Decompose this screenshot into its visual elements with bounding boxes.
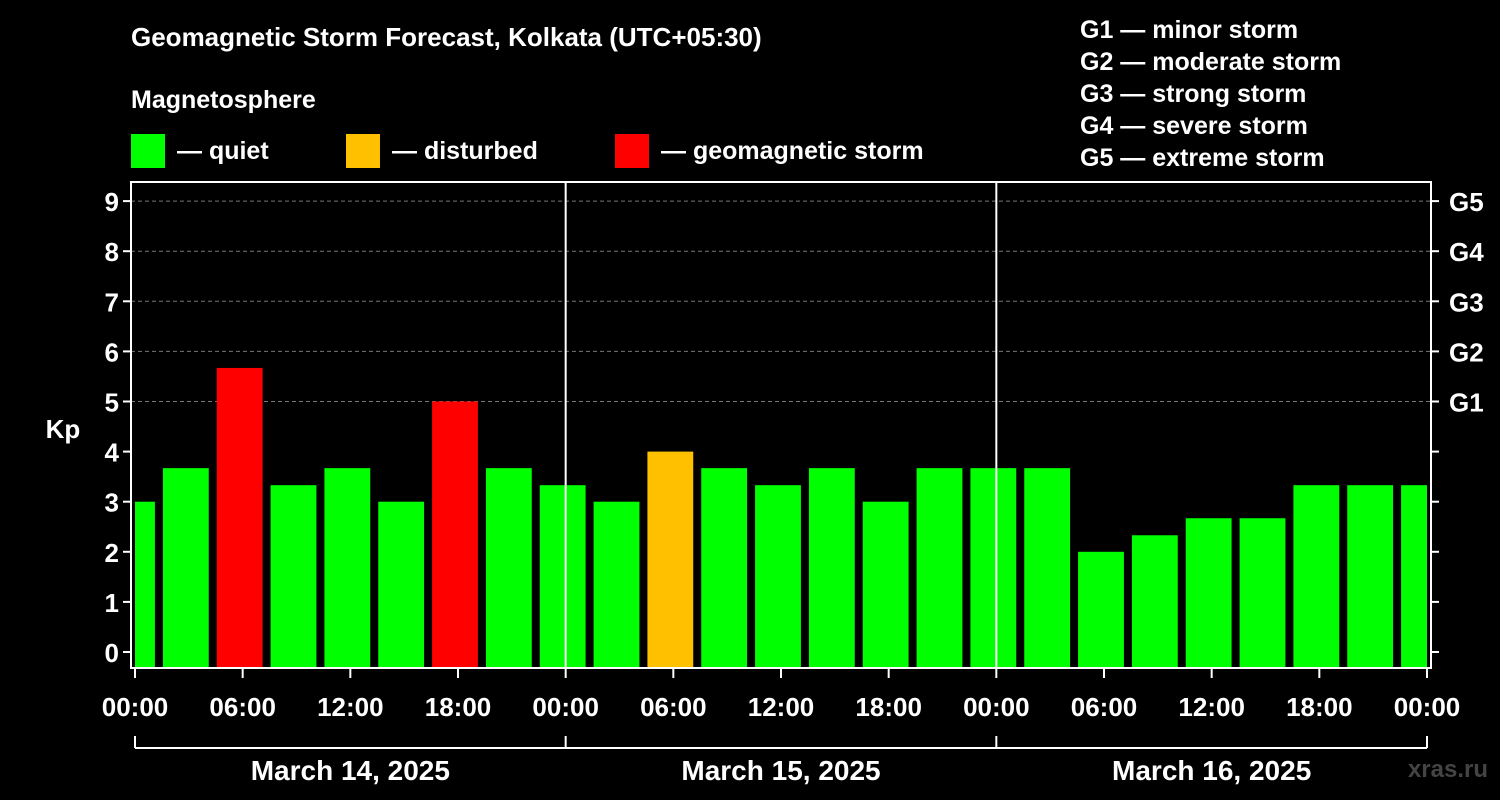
g-scale-label: G4 <box>1449 237 1484 267</box>
legend-heading: Magnetosphere <box>131 86 316 114</box>
kp-bar <box>701 468 748 668</box>
g-level-1: G1 — minor storm <box>1080 16 1299 44</box>
x-tick-label: 00:00 <box>532 692 599 722</box>
y-tick-label: 2 <box>105 538 119 568</box>
x-tick-label: 18:00 <box>855 692 922 722</box>
legend-quiet-swatch <box>131 134 165 168</box>
y-tick-label: 4 <box>105 438 120 468</box>
kp-bar <box>593 501 640 668</box>
y-tick-label: 1 <box>105 588 119 618</box>
g-level-2: G2 — moderate storm <box>1080 48 1342 76</box>
chart-title: Geomagnetic Storm Forecast, Kolkata (UTC… <box>131 22 762 52</box>
kp-bar <box>135 501 155 668</box>
legend-disturbed-swatch <box>346 134 380 168</box>
y-tick-label: 3 <box>105 488 119 518</box>
x-tick-label: 00:00 <box>102 692 169 722</box>
x-tick-label: 06:00 <box>209 692 276 722</box>
watermark: xras.ru <box>1407 756 1488 783</box>
g-level-legend: G1 — minor storm G2 — moderate storm G3 … <box>1080 14 1341 174</box>
kp-bar <box>755 485 801 668</box>
kp-bar <box>1401 485 1427 668</box>
g-level-4: G4 — severe storm <box>1080 112 1308 140</box>
kp-bar <box>916 468 963 668</box>
kp-bar <box>862 501 909 668</box>
kp-bar <box>216 367 263 668</box>
g-level-5: G5 — extreme storm <box>1080 144 1325 172</box>
legend-disturbed: — disturbed <box>346 134 538 168</box>
date-label: March 16, 2025 <box>1112 755 1311 786</box>
y-tick-label: 8 <box>105 237 119 267</box>
x-tick-label: 00:00 <box>1394 692 1461 722</box>
x-tick-label: 12:00 <box>317 692 384 722</box>
legend-storm-label: — geomagnetic storm <box>661 136 924 165</box>
g-level-3: G3 — strong storm <box>1080 80 1307 108</box>
g-scale-label: G1 <box>1449 388 1484 418</box>
x-tick-label: 06:00 <box>640 692 707 722</box>
legend-storm: — geomagnetic storm <box>615 134 924 168</box>
kp-bar <box>378 501 425 668</box>
legend-quiet-label: — quiet <box>177 136 269 165</box>
x-tick-label: 18:00 <box>425 692 492 722</box>
legend-storm-swatch <box>615 134 649 168</box>
y-axis-label: Kp <box>46 414 81 444</box>
x-tick-label: 12:00 <box>1178 692 1245 722</box>
y-tick-label: 0 <box>105 638 119 668</box>
date-label: March 15, 2025 <box>681 755 880 786</box>
legend-disturbed-label: — disturbed <box>392 136 538 165</box>
kp-bar <box>1293 485 1340 668</box>
kp-bar <box>539 485 586 668</box>
kp-bar <box>162 468 209 668</box>
date-label: March 14, 2025 <box>251 755 450 786</box>
kp-bar <box>1024 468 1071 668</box>
kp-bar <box>1347 485 1394 668</box>
g-scale-label: G2 <box>1449 337 1484 367</box>
kp-bar <box>324 468 371 668</box>
y-tick-label: 7 <box>105 287 119 317</box>
kp-bar <box>1185 518 1232 668</box>
x-tick-label: 00:00 <box>963 692 1030 722</box>
legend-quiet: — quiet <box>131 134 269 168</box>
kp-bar <box>485 468 532 668</box>
kp-bar <box>647 451 694 668</box>
kp-bar <box>270 485 317 668</box>
g-scale-label: G5 <box>1449 187 1484 217</box>
y-tick-label: 9 <box>105 187 119 217</box>
kp-bar <box>970 468 1017 668</box>
y-tick-label: 6 <box>105 337 119 367</box>
kp-bar <box>1078 551 1124 668</box>
y-tick-label: 5 <box>105 388 119 418</box>
kp-bar <box>432 401 478 668</box>
kp-bar <box>1239 518 1286 668</box>
g-scale-label: G3 <box>1449 287 1484 317</box>
kp-bar <box>808 468 855 668</box>
x-tick-label: 12:00 <box>748 692 815 722</box>
x-tick-label: 06:00 <box>1071 692 1138 722</box>
kp-bar <box>1131 535 1178 668</box>
x-tick-label: 18:00 <box>1286 692 1353 722</box>
